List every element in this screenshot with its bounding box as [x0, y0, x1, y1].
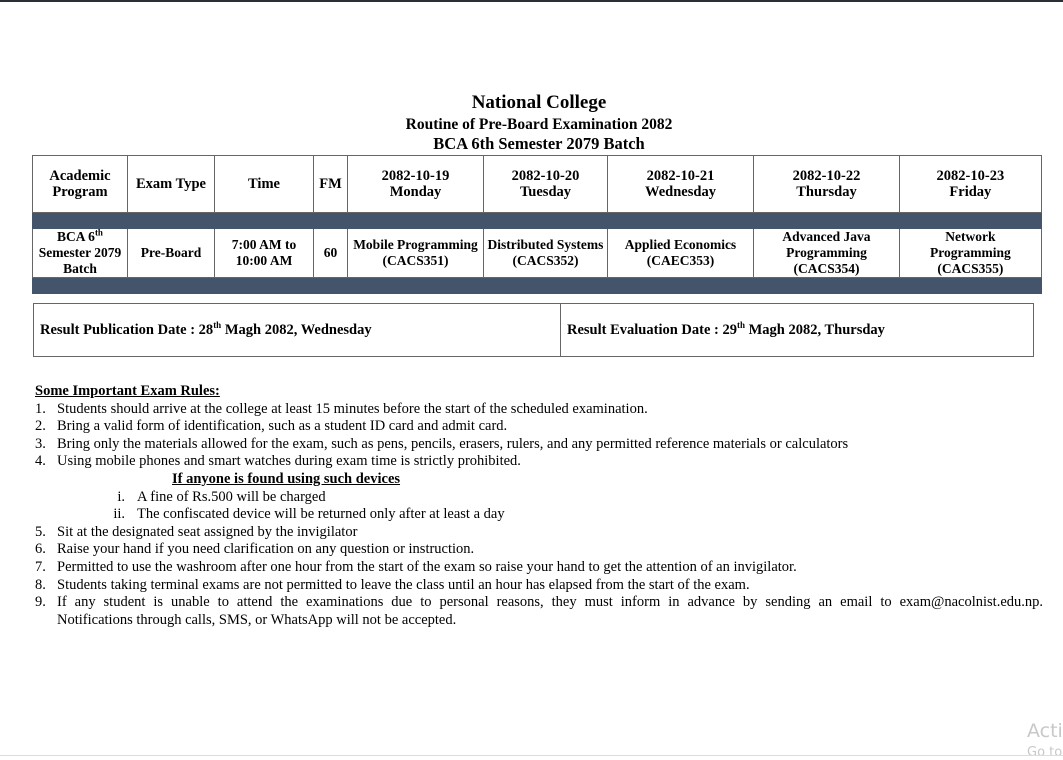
subject-cell: Advanced Java Programming (CACS354) [753, 228, 900, 278]
subject-cell: Applied Economics (CAEC353) [607, 228, 754, 278]
subject-cell: Mobile Programming (CACS351) [347, 228, 484, 278]
date: 2082-10-21 [646, 168, 715, 184]
col-fm: FM [313, 155, 348, 213]
rule-item: 2. Bring a valid form of identification, … [35, 418, 508, 435]
time-cell: 7:00 AM to 10:00 AM [214, 228, 314, 278]
date: 2082-10-20 [511, 168, 580, 184]
date: 2082-10-19 [381, 168, 450, 184]
activation-watermark-sub: Go to [1027, 745, 1063, 760]
rule-text: Bring a valid form of identification, su… [57, 418, 508, 435]
rule-item: 7. Permitted to use the washroom after on… [35, 558, 797, 575]
col-date: 2082-10-22 Thursday [753, 155, 900, 213]
col-time: Time [214, 155, 314, 213]
subject-code: (CACS352) [512, 253, 579, 268]
rule-text: Notifications through calls, SMS, or Wha… [57, 611, 457, 628]
day: Friday [949, 184, 992, 200]
col-date: 2082-10-23 Friday [899, 155, 1042, 213]
batch-title: BCA 6th Semester 2079 Batch [433, 134, 645, 153]
program-rest: Semester 2079 Batch [38, 245, 122, 276]
rest: Magh 2082, Thursday [745, 321, 885, 338]
rule-text: If any student is unable to attend the e… [57, 594, 1043, 611]
subject-name: Distributed Systems [487, 237, 604, 252]
sup: th [736, 319, 745, 330]
college-title: National College [471, 92, 607, 113]
subject-cell: Network Programming (CACS355) [899, 228, 1042, 278]
subject-code: (CACS351) [382, 253, 449, 268]
rule-item: 4. Using mobile phones and smart watches … [35, 453, 521, 470]
label: Result Evaluation Date : 29 [567, 321, 737, 338]
rule-text: Raise your hand if you need clarificatio… [57, 541, 475, 558]
day: Tuesday [519, 184, 572, 200]
rule-text: Bring only the materials allowed for the… [57, 435, 849, 452]
roman-num: ii. [113, 506, 125, 523]
roman-num: i. [117, 488, 125, 505]
rule-text: Sit at the designated seat assigned by t… [57, 523, 358, 540]
table-row: BCA 6th Semester 2079 Batch Pre-Board 7:0… [32, 227, 1042, 278]
subject-name: Mobile Programming [353, 237, 478, 252]
rest: Magh 2082, Wednesday [221, 321, 372, 338]
subject-name: Network Programming [930, 229, 1011, 260]
subject-name: Applied Economics [624, 237, 737, 252]
program: BCA 6 [57, 229, 95, 244]
subject-name: Advanced Java Programming [782, 229, 871, 260]
subject-code: (CACS354) [793, 261, 860, 276]
separator-band [32, 277, 1042, 294]
day: Thursday [796, 184, 857, 200]
bottom-border [0, 755, 1063, 756]
sub-item: ii. The confiscated device will be return… [35, 506, 1043, 524]
separator-band [32, 212, 1042, 229]
rule-text: Students should arrive at the college at… [57, 400, 648, 417]
activation-watermark: Activ [1027, 720, 1063, 742]
day: Monday [389, 184, 442, 200]
exam-rules: Some Important Exam Rules: 1. Students sh… [35, 383, 1043, 629]
sub-item: i. A fine of Rs.500 will be charged [35, 489, 1043, 507]
col-date: 2082-10-21 Wednesday [607, 155, 754, 213]
col-program: Academic Program [32, 155, 128, 213]
routine-title: Routine of Pre-Board Examination 2082 [405, 116, 673, 133]
rule-item: 1. Students should arrive at the college … [35, 400, 648, 417]
header-row: Academic Program Exam Type Time FM 2082-… [32, 155, 1042, 213]
label: Result Publication Date : 28 [40, 321, 214, 338]
result-dates-box: Result Publication Date : 28th Magh 2082… [33, 303, 1034, 357]
rule-text: Permitted to use the washroom after one … [57, 558, 797, 575]
result-evaluation-date: Result Evaluation Date : 29th Magh 2082,… [561, 304, 885, 356]
rule-item: 9. If any student is unable to attend the… [35, 594, 1043, 611]
rule-item: 8. Students taking terminal exams are not… [35, 576, 750, 593]
fm-cell: 60 [313, 228, 348, 278]
result-publication-date: Result Publication Date : 28th Magh 2082… [34, 304, 561, 356]
col-date: 2082-10-20 Tuesday [483, 155, 608, 213]
col-date: 2082-10-19 Monday [347, 155, 484, 213]
rules-heading: Some Important Exam Rules: [35, 383, 220, 399]
routine-table: Academic Program Exam Type Time FM 2082-… [32, 155, 1042, 294]
date: 2082-10-23 [936, 168, 1005, 184]
sub-text: The confiscated device will be returned … [137, 506, 505, 523]
day: Wednesday [645, 184, 716, 200]
rule-item-cont: Notifications through calls, SMS, or Wha… [35, 612, 1043, 630]
rule-item: 5. Sit at the designated seat assigned by… [35, 523, 358, 540]
subject-code: (CAEC353) [646, 253, 715, 268]
sub-text: A fine of Rs.500 will be charged [137, 488, 326, 505]
rule-text: Using mobile phones and smart watches du… [57, 453, 521, 470]
rule-item: 3. Bring only the materials allowed for t… [35, 435, 849, 452]
sub-heading: If anyone is found using such devices [172, 470, 401, 487]
subject-code: (CACS355) [937, 261, 1004, 276]
rule-text: Students taking terminal exams are not p… [57, 576, 750, 593]
subject-cell: Distributed Systems (CACS352) [483, 228, 608, 278]
top-border [0, 0, 1063, 2]
date: 2082-10-22 [792, 168, 861, 184]
sup: th [213, 319, 222, 330]
rule-item: 6. Raise your hand if you need clarificat… [35, 541, 475, 558]
sup: th [94, 227, 103, 238]
col-exam-type: Exam Type [127, 155, 215, 213]
program-cell: BCA 6th Semester 2079 Batch [32, 227, 128, 278]
exam-type-cell: Pre-Board [127, 228, 215, 278]
